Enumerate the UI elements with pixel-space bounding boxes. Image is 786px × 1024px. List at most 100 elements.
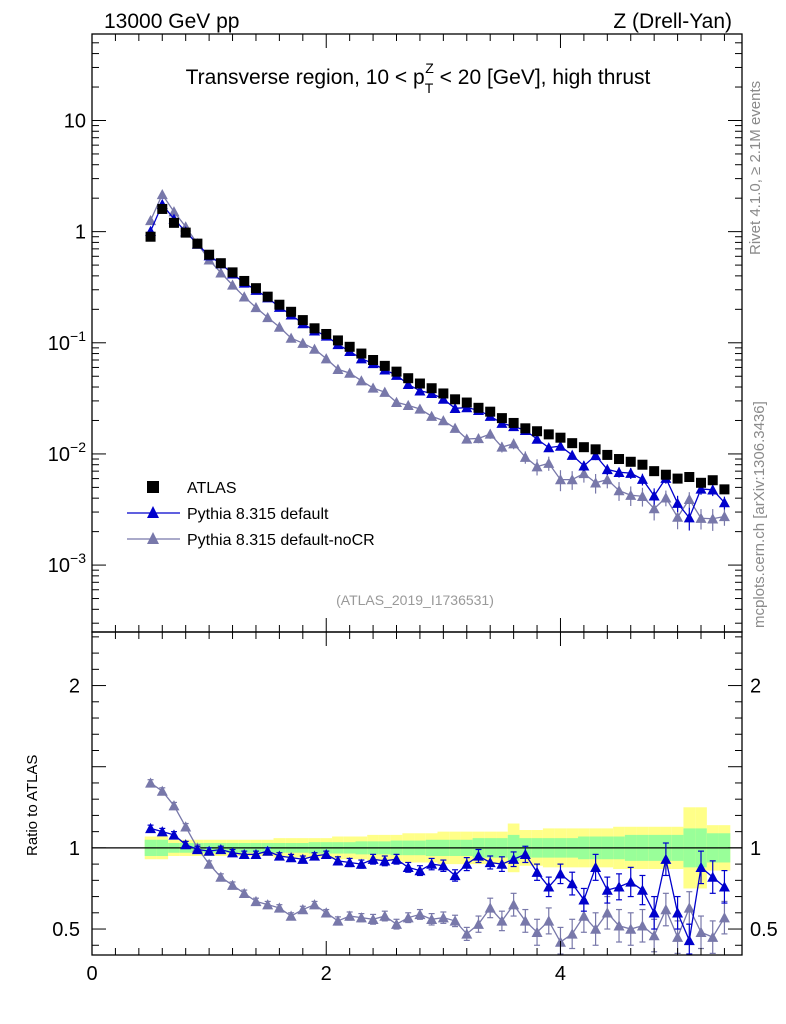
main-y-tick-exponent: −1 [70,328,86,344]
atlas-data-point [707,475,718,486]
nocr-ratio-point [215,871,227,882]
atlas-data-point [321,328,332,339]
nocr-main-point [531,461,543,472]
default-main-point [402,378,414,390]
nocr-ratio-point [227,879,239,890]
nocr-main-point [484,428,496,439]
legend-nocr-marker [147,532,159,544]
default-ratio-point [519,848,531,860]
nocr-ratio-point [578,910,590,921]
nocr-main-point [367,382,379,393]
atlas-data-point [649,466,660,477]
nocr-main-point [414,403,426,414]
nocr-main-point [215,267,227,278]
atlas-data-point [286,306,297,317]
default-ratio-point [683,934,695,946]
default-ratio-point [426,858,438,869]
nocr-ratio-point [672,931,684,942]
atlas-data-point [168,217,179,228]
default-main-point [543,442,555,453]
default-ratio-point [273,850,285,861]
legend-nocr-label: Pythia 8.315 default-noCR [187,532,375,549]
default-ratio-point [625,876,637,887]
nocr-ratio-point [297,904,309,915]
default-ratio-point [309,850,321,861]
ratio-y-tick-label-left: 2 [69,676,80,698]
main-y-tick-label: 1 [75,222,86,244]
nocr-ratio-point [437,912,449,923]
atlas-data-point [180,227,191,238]
default-ratio-point [707,871,719,882]
default-ratio-point [227,847,239,858]
default-ratio-point [449,869,461,881]
atlas-data-point [297,315,308,326]
x-tick-label: 4 [555,963,566,985]
default-ratio-point [344,856,356,868]
default-ratio-point [250,848,262,860]
atlas-data-point [239,275,250,286]
nocr-ratio-point [273,902,285,913]
default-ratio-point [543,881,555,892]
default-ratio-point [531,866,543,877]
default-ratio-point [355,858,367,869]
nocr-ratio-point [531,926,543,937]
mcplots-label: mcplots.cern.ch [arXiv:1306.3436] [751,401,768,628]
nocr-main-point [590,477,602,488]
nocr-main-point [379,386,391,397]
default-main-point [625,467,637,478]
nocr-main-point [660,492,672,503]
nocr-ratio-point [543,915,555,926]
nocr-ratio-point [461,928,473,939]
title-subscript: T [425,80,434,96]
nocr-ratio-point [566,928,578,939]
main-y-tick-label: 10−3 [48,550,86,577]
header-energy-label: 13000 GeV pp [104,10,239,33]
nocr-ratio-point [391,918,403,929]
nocr-main-point [320,353,332,364]
main-y-tick-base: 10 [64,110,86,132]
default-ratio-point [180,839,192,850]
nocr-ratio-point [636,920,648,931]
atlas-data-point [637,459,648,470]
default-ratio-point [238,848,250,860]
atlas-data-point [426,383,437,394]
default-ratio-point [660,853,672,864]
atlas-data-point [672,473,683,484]
default-ratio-point [402,861,414,873]
default-ratio-point [508,853,520,864]
nocr-ratio-point [472,918,484,929]
main-y-tick-base: 10 [48,444,70,466]
atlas-data-point [532,426,543,437]
default-main-point [695,483,707,494]
nocr-main-point [437,415,449,426]
nocr-main-point [683,493,695,504]
title-text-after: < 20 [GeV], high thrust [434,66,651,89]
default-main-point [601,463,613,475]
main-y-tick-base: 1 [75,222,86,244]
nocr-main-point [285,332,297,343]
default-main-point [718,497,730,508]
ratio-y-tick-label-right: 0.5 [750,919,778,941]
default-ratio-point [695,861,707,873]
nocr-main-point [168,206,180,217]
ratio-y-tick-label-right: 1 [750,838,761,860]
atlas-data-point [227,267,238,278]
atlas-data-point [262,291,273,302]
atlas-data-point [368,355,379,366]
title-text-before: Transverse region, 10 < p [186,66,425,89]
default-ratio-point [566,878,578,889]
default-ratio-point [578,894,590,905]
ratio-axis-label: Ratio to ATLAS [24,755,41,856]
analysis-label: (ATLAS_2019_I1736531) [336,592,494,608]
atlas-data-point [403,373,414,384]
main-y-tick-exponent: −2 [70,439,86,455]
atlas-data-point [614,454,625,465]
nocr-ratio-point [508,899,520,910]
nocr-ratio-point [320,907,332,918]
nocr-ratio-point [660,904,672,915]
nocr-ratio-point [707,931,719,942]
default-ratio-point [484,856,496,868]
default-ratio-point [203,845,215,856]
nocr-ratio-point [449,915,461,926]
